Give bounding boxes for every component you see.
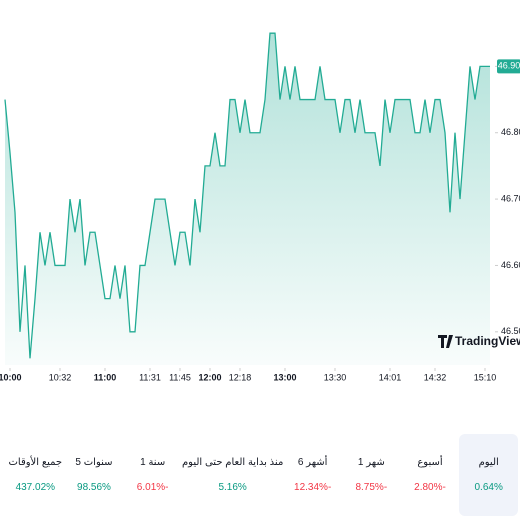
x-tick-label: 13:00 [273,372,296,382]
chart: 46.50 46.60 46.70 46.80 46.90 10:00 10:32 11:00… [0,32,520,382]
period-tab[interactable]: أسبوع -2.80% [401,434,460,516]
period-change: -6.01% [136,482,169,493]
area-fill [5,33,490,365]
x-tick-label: 14:01 [379,372,402,382]
x-tick-label: 10:00 [0,372,22,382]
period-label: 5 سنوات [75,457,113,468]
x-tick-label: 14:32 [424,372,447,382]
period-change: -2.80% [414,482,446,493]
period-change: 0.64% [474,482,503,493]
performance-tabs: اليوم 0.64% أسبوع -2.80% 1 شهر -8.75% 6 أشهر -1… [6,434,518,516]
brand-logo: TradingView [438,334,520,348]
last-price-label: 46.90 [498,61,520,71]
x-tick-label: 12:00 [198,372,221,382]
period-tab[interactable]: اليوم 0.64% [459,434,518,516]
period-change: 437.02% [15,482,56,493]
x-tick-label: 15:10 [474,372,497,382]
x-tick-label: 11:00 [94,372,117,382]
period-label: 1 شهر [357,457,385,468]
period-change: 98.56% [77,482,111,493]
period-label: 1 سنة [140,457,166,468]
period-change: -8.75% [355,482,388,493]
period-label: اليوم [478,457,499,468]
period-label: 6 أشهر [297,457,328,468]
y-tick-label: 46.70 [501,193,520,203]
period-tab[interactable]: منذ بداية العام حتى اليوم 5.16% [182,434,283,516]
y-tick-label: 46.80 [501,127,520,137]
period-label: منذ بداية العام حتى اليوم [181,457,284,468]
price-line [4,32,490,359]
last-price-box [497,59,520,74]
x-tick-label: 12:18 [229,372,252,382]
period-tab[interactable]: 1 شهر -8.75% [342,434,401,516]
y-tick-label: 46.60 [501,260,520,270]
period-change: -12.34% [294,482,332,493]
x-tick-label: 13:30 [324,372,347,382]
brand-name: TradingView [455,334,520,348]
period-tab[interactable]: 1 سنة -6.01% [123,434,182,516]
y-tick-label: 46.50 [501,326,520,336]
period-tab[interactable]: جميع الأوقات 437.02% [6,434,65,516]
period-tab[interactable]: 5 سنوات 98.56% [65,434,124,516]
period-label: جميع الأوقات [8,457,63,468]
x-tick-label: 11:45 [169,372,191,382]
period-tab[interactable]: 6 أشهر -12.34% [283,434,342,516]
x-tick-label: 10:32 [49,372,72,382]
period-label: أسبوع [417,457,443,468]
period-change: 5.16% [218,482,247,493]
x-tick-label: 11:31 [139,372,161,382]
